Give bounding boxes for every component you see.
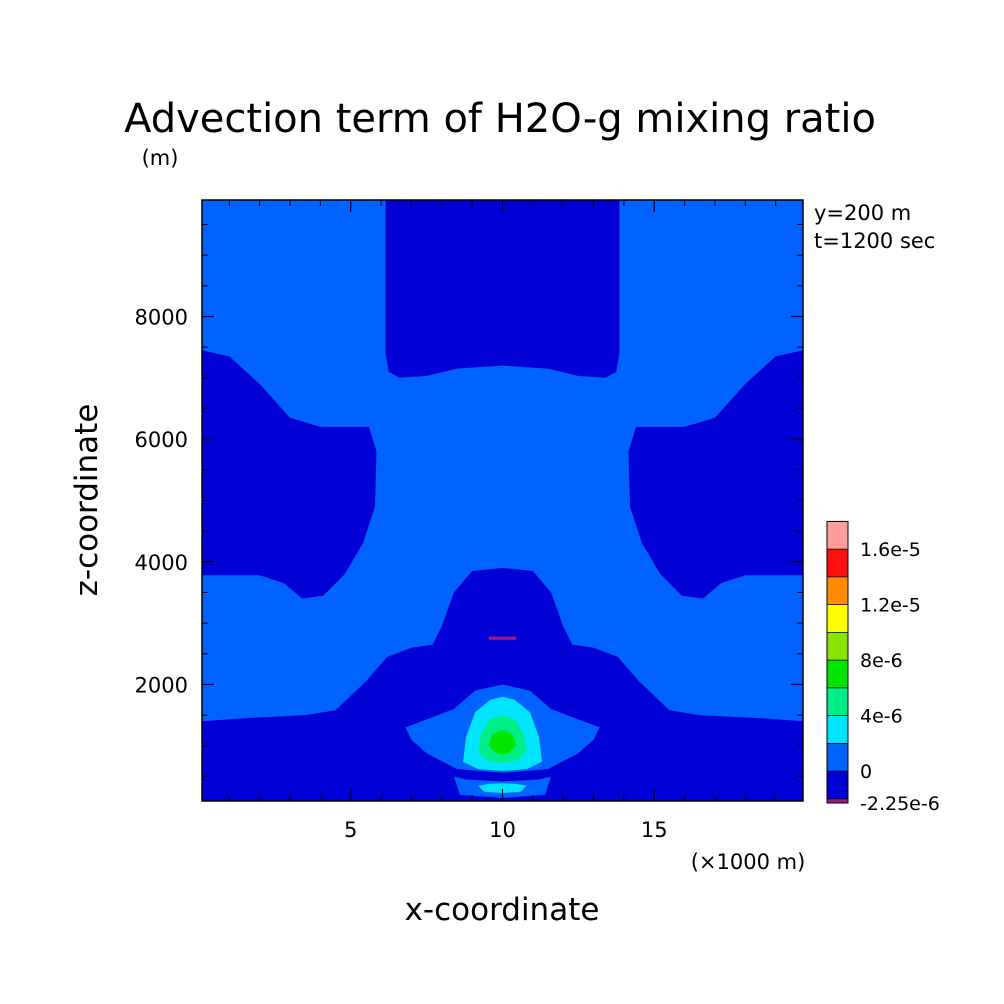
x-axis-label: x-coordinate xyxy=(405,892,600,928)
colorbar-swatch xyxy=(827,687,848,716)
colorbar-tick-label: 1.2e-5 xyxy=(860,595,921,617)
contour-region-7 xyxy=(478,783,527,793)
colorbar-tick-label: 4e-6 xyxy=(860,706,903,728)
colorbar-swatch xyxy=(827,632,848,661)
plot-area: 5 10 15 2000 4000 6000 8000 xyxy=(135,199,804,842)
contour-region-9 xyxy=(488,729,517,755)
y-axis-ticks: 2000 4000 6000 8000 xyxy=(135,306,803,697)
colorbar-swatch xyxy=(827,604,848,633)
colorbar-swatch xyxy=(827,743,848,772)
colorbar-frame xyxy=(826,520,849,804)
minor-ticks xyxy=(202,200,803,801)
contour-region-2 xyxy=(628,350,803,599)
colorbar: -2.25e-6 0 4e-6 8e-6 1.2e-5 1.6e-5 xyxy=(826,520,940,815)
y-tick-label: 6000 xyxy=(135,428,188,452)
colorbar-swatch xyxy=(827,660,848,688)
colorbar-tick-label: 1.6e-5 xyxy=(860,539,921,561)
y-tick-label: 2000 xyxy=(135,673,188,697)
colorbar-swatch xyxy=(827,576,848,605)
colorbar-swatch xyxy=(827,549,848,577)
contour-region-0 xyxy=(385,200,620,378)
annotation-y: y=200 m xyxy=(814,201,911,225)
x-tick-label: 10 xyxy=(489,818,516,842)
contour-region-1 xyxy=(202,350,377,599)
colorbar-tick-label: 0 xyxy=(860,761,872,783)
x-axis-ticks: 5 10 15 xyxy=(344,200,668,842)
colorbar-swatch xyxy=(827,798,848,803)
y-tick-label: 8000 xyxy=(135,306,188,330)
contour-regions xyxy=(202,200,803,801)
colorbar-swatch xyxy=(827,715,848,744)
y-axis-label: z-coordinate xyxy=(69,404,105,597)
colorbar-swatch xyxy=(827,521,848,550)
y-tick-label: 4000 xyxy=(135,551,188,575)
contour-region-10 xyxy=(488,636,517,640)
chart-title: Advection term of H2O-g mixing ratio xyxy=(124,96,876,142)
colorbar-swatch xyxy=(827,771,848,799)
x-tick-label: 15 xyxy=(641,818,668,842)
x-unit-label: (×1000 m) xyxy=(691,850,806,874)
y-unit-label: (m) xyxy=(142,146,179,170)
annotation-t: t=1200 sec xyxy=(814,229,935,253)
colorbar-tick-label: -2.25e-6 xyxy=(860,793,940,815)
x-tick-label: 5 xyxy=(344,818,357,842)
colorbar-tick-label: 8e-6 xyxy=(860,650,903,672)
